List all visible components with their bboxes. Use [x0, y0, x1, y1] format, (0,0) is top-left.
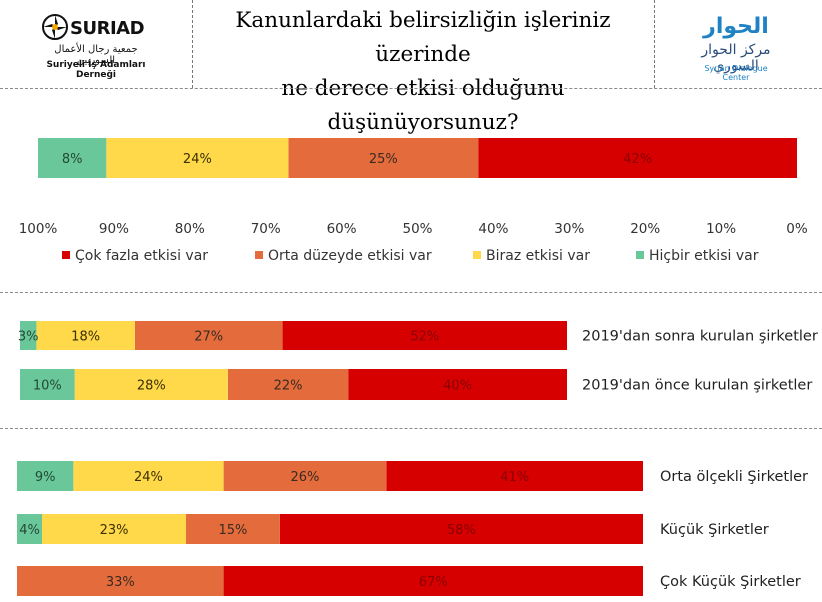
bar-segment — [73, 461, 224, 491]
data-label: 4% — [19, 523, 40, 538]
section-divider — [0, 88, 822, 89]
bar-segment — [227, 369, 349, 400]
bar-segment — [348, 369, 567, 400]
header: SURIAD جمعية رجال الأعمال السوريين Suriy… — [0, 0, 822, 135]
bar-segment — [478, 138, 797, 178]
bar-segment — [17, 461, 74, 491]
data-label: 18% — [71, 330, 100, 345]
bar-segment — [17, 566, 224, 596]
data-label: 15% — [219, 523, 248, 538]
x-tick-label: 80% — [175, 221, 205, 237]
logo-brand: SURIAD — [70, 18, 145, 39]
category-label: 2019'dan sonra kurulan şirketler — [582, 329, 818, 345]
data-label: 40% — [443, 379, 472, 394]
data-label: 23% — [100, 523, 129, 538]
x-tick-label: 0% — [786, 221, 808, 237]
logo-right-english: Syrian Dialogue Center — [704, 64, 768, 82]
bar-segment — [74, 369, 228, 400]
bar-segment — [186, 514, 280, 544]
bar-segment — [17, 514, 43, 544]
data-label: 27% — [194, 330, 223, 345]
section-divider — [0, 292, 822, 293]
legend-swatch — [255, 251, 263, 259]
data-label: 52% — [410, 330, 439, 345]
data-label: 33% — [106, 575, 135, 590]
legend-swatch — [636, 251, 644, 259]
bar-segment — [223, 566, 643, 596]
bar-segment — [42, 514, 187, 544]
bar-segment — [106, 138, 289, 178]
x-tick-label: 60% — [327, 221, 357, 237]
data-label: 10% — [33, 379, 62, 394]
logo-right-arabic-top: الحوار — [703, 14, 769, 39]
bar-segment — [20, 369, 75, 400]
legend-label: Orta düzeyde etkisi var — [268, 248, 432, 264]
legend-swatch — [62, 251, 70, 259]
category-label: 2019'dan önce kurulan şirketler — [582, 378, 812, 394]
bar-segment — [20, 321, 37, 350]
data-label: 9% — [35, 470, 56, 485]
bar-segment — [279, 514, 643, 544]
bar-segment — [134, 321, 283, 350]
header-divider — [192, 0, 193, 88]
legend-swatch — [473, 251, 481, 259]
data-label: 3% — [18, 330, 39, 345]
data-label: 41% — [500, 470, 529, 485]
x-tick-label: 40% — [478, 221, 508, 237]
bar-segment — [288, 138, 479, 178]
data-label: 8% — [62, 152, 83, 167]
header-divider — [654, 0, 655, 88]
data-label: 26% — [291, 470, 320, 485]
legend-label: Çok fazla etkisi var — [75, 248, 208, 264]
data-label: 28% — [137, 379, 166, 394]
data-label: 58% — [447, 523, 476, 538]
title-line-1: Kanunlardaki belirsizliğin işleriniz üze… — [235, 8, 611, 67]
data-label: 24% — [134, 470, 163, 485]
x-tick-label: 50% — [402, 221, 432, 237]
data-label: 67% — [419, 575, 448, 590]
x-tick-label: 20% — [630, 221, 660, 237]
bar-segment — [282, 321, 567, 350]
data-label: 42% — [623, 152, 652, 167]
bar-segment — [223, 461, 387, 491]
category-label: Orta ölçekli Şirketler — [660, 469, 808, 485]
logo-turkish-text: Suriyeli İş Adamları Derneği — [46, 60, 146, 80]
bar-segment — [38, 138, 107, 178]
data-label: 22% — [274, 379, 303, 394]
legend-label: Biraz etkisi var — [486, 248, 590, 264]
category-label: Küçük Şirketler — [660, 522, 769, 538]
syrian-dialogue-center-logo: الحوار مركز الحوار السوري Syrian Dialogu… — [690, 14, 782, 82]
logo-right-arabic-sub: مركز الحوار السوري — [701, 42, 771, 74]
data-label: 25% — [369, 152, 398, 167]
category-label: Çok Küçük Şirketler — [660, 574, 801, 590]
suriad-emblem-icon — [42, 14, 68, 40]
x-tick-label: 100% — [19, 221, 58, 237]
data-label: 24% — [183, 152, 212, 167]
x-tick-label: 30% — [554, 221, 584, 237]
x-tick-label: 70% — [251, 221, 281, 237]
bar-segment — [36, 321, 135, 350]
bar-segment — [386, 461, 643, 491]
x-tick-label: 90% — [99, 221, 129, 237]
logo-arabic-text: جمعية رجال الأعمال السوريين — [54, 44, 138, 66]
suriad-logo: SURIAD جمعية رجال الأعمال السوريين Suriy… — [36, 8, 156, 80]
legend-label: Hiçbir etkisi var — [649, 248, 759, 264]
x-tick-label: 10% — [706, 221, 736, 237]
section-divider — [0, 428, 822, 429]
